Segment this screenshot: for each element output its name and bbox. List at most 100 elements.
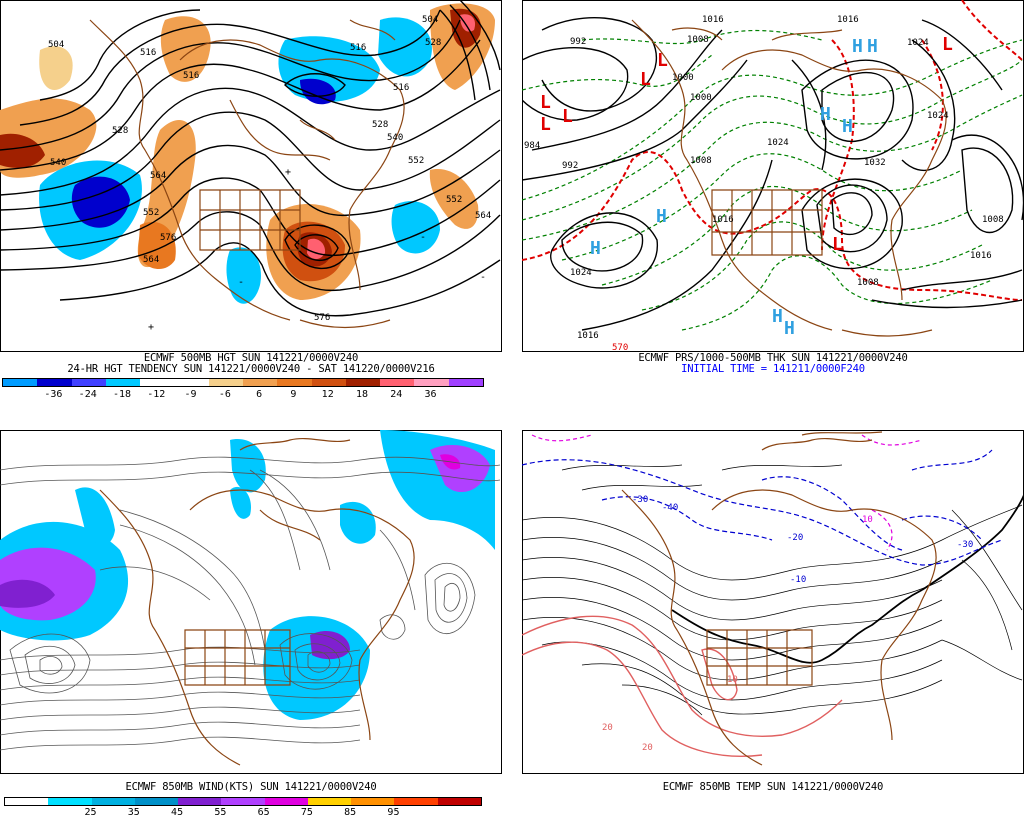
isobar-label: 1016 xyxy=(577,331,599,341)
wind-colorbar xyxy=(4,797,482,806)
colorbar-tick-label: -18 xyxy=(112,389,132,400)
colorbar-tick-label: 24 xyxy=(390,389,403,400)
isobar-label: 992 xyxy=(570,37,586,47)
low-symbol: L xyxy=(640,69,651,90)
colorbar-swatch xyxy=(311,379,346,386)
isobar-label: 1008 xyxy=(690,156,712,166)
temp-label: 10 xyxy=(862,515,873,525)
contour-label: 552 xyxy=(446,195,462,205)
height-contours xyxy=(0,0,501,317)
colorbar-tick-label: 65 xyxy=(257,807,270,818)
isobar-label: 1000 xyxy=(690,93,712,103)
temp-label: -10 xyxy=(790,575,806,585)
pressure-centers: L L L L L L L H H H H H H H H xyxy=(540,34,953,339)
panel-title: ECMWF PRS/1000-500MB THK SUN 141221/0000… xyxy=(638,352,908,364)
colorbar-swatch xyxy=(105,379,141,386)
colorbar-tick-label: 95 xyxy=(387,807,400,818)
colorbar-swatch xyxy=(437,798,481,805)
streamlines xyxy=(0,456,501,751)
colorbar-tick-label: -36 xyxy=(44,389,63,400)
temp-label: -40 xyxy=(662,503,678,513)
contour-label: 504 xyxy=(422,15,438,25)
temp-label: 20 xyxy=(602,723,613,733)
colorbar-tick-label: 36 xyxy=(424,389,437,400)
isobar-label: 1024 xyxy=(767,138,789,148)
colorbar-swatch xyxy=(178,798,222,805)
contour-label: 540 xyxy=(387,133,403,143)
isobar-label: 1008 xyxy=(687,35,709,45)
coastlines xyxy=(89,19,405,329)
freezing-line xyxy=(671,494,1024,664)
panel-title: ECMWF 850MB TEMP SUN 141221/0000V240 xyxy=(662,781,884,793)
tendency-colorbar xyxy=(2,378,484,387)
colorbar-swatch xyxy=(307,798,352,805)
low-symbol: L xyxy=(540,114,551,135)
contour-label: 552 xyxy=(143,208,159,218)
coastlines xyxy=(99,437,415,766)
svg-text:-: - xyxy=(238,277,244,288)
height-tendency-map: 504 516 516 528 540 552 564 576 528 540 … xyxy=(0,0,502,352)
colorbar-swatch xyxy=(380,379,415,386)
low-symbol: L xyxy=(657,50,668,71)
high-symbol: H xyxy=(590,238,601,259)
svg-text:+: + xyxy=(285,167,291,178)
contour-label: 516 xyxy=(140,48,156,58)
colorbar-swatch xyxy=(208,379,243,386)
very-cold-contours-magenta xyxy=(531,434,923,551)
high-symbol: H xyxy=(867,36,878,57)
contour-label: 564 xyxy=(143,255,159,265)
temperature-map: -30 -20 -10 10 20 -40 -30 10 20 xyxy=(522,430,1024,774)
colorbar-tick-label: 12 xyxy=(321,389,334,400)
colorbar-swatch xyxy=(174,379,209,386)
isobar-label: 1024 xyxy=(927,111,949,121)
colorbar-swatch xyxy=(5,798,49,805)
svg-text:-: - xyxy=(420,232,426,243)
panel-500mb-height: 504 516 516 528 540 552 564 576 528 540 … xyxy=(0,0,502,408)
isobar-label: 1016 xyxy=(712,215,734,225)
temp-label: -20 xyxy=(787,533,803,543)
high-symbol: H xyxy=(772,306,783,327)
colorbar-tick-label: -24 xyxy=(78,389,97,400)
low-symbol: L xyxy=(832,234,843,255)
colorbar-tick-label: 35 xyxy=(127,807,140,818)
temp-label: -30 xyxy=(632,495,648,505)
colorbar-swatch xyxy=(134,798,179,805)
colorbar-swatch xyxy=(71,379,106,386)
low-symbol: L xyxy=(540,92,551,113)
coastlines xyxy=(621,431,937,766)
colorbar-tick-label: 9 xyxy=(290,389,297,400)
panel-title: ECMWF 850MB WIND(KTS) SUN 141221/0000V24… xyxy=(125,781,377,793)
isobar-label: 992 xyxy=(562,161,578,171)
contour-label: 504 xyxy=(48,40,64,50)
contour-label: 564 xyxy=(150,171,166,181)
contour-label: 516 xyxy=(393,83,409,93)
temp-label: -30 xyxy=(957,540,973,550)
isobar-label: 1008 xyxy=(982,215,1004,225)
isobar-labels: 992 1016 1008 1016 1000 992 984 1008 101… xyxy=(524,15,1004,352)
low-symbol: L xyxy=(562,106,573,127)
contour-label: 528 xyxy=(372,120,388,130)
contour-label: 576 xyxy=(160,233,176,243)
coastlines xyxy=(631,19,947,337)
isobar-label: 1016 xyxy=(970,251,992,261)
colorbar-swatch xyxy=(3,379,38,386)
high-symbol: H xyxy=(784,318,795,339)
panel-subtitle: 24-HR HGT TENDENCY SUN 141221/0000V240 -… xyxy=(67,363,435,375)
temp-label: 20 xyxy=(642,743,653,753)
colorbar-tick-label: 85 xyxy=(344,807,357,818)
colorbar-tick-label: 25 xyxy=(84,807,97,818)
isobars xyxy=(522,16,1024,331)
wind-map xyxy=(0,430,502,774)
colorbar-swatch xyxy=(37,379,72,386)
temp-labels: -30 -20 -10 10 20 -40 -30 10 20 xyxy=(602,495,973,753)
contour-label: 576 xyxy=(314,313,330,323)
warm-contours-red xyxy=(522,615,843,757)
tendency-shading xyxy=(0,3,495,304)
contour-label: 552 xyxy=(408,156,424,166)
contour-label: 516 xyxy=(183,71,199,81)
high-symbol: H xyxy=(842,116,853,137)
colorbar-swatch xyxy=(351,798,395,805)
panel-title: ECMWF 500MB HGT SUN 141221/0000V240 xyxy=(143,352,359,364)
colorbar-tick-label: 55 xyxy=(214,807,227,818)
isobar-label: 1024 xyxy=(570,268,592,278)
